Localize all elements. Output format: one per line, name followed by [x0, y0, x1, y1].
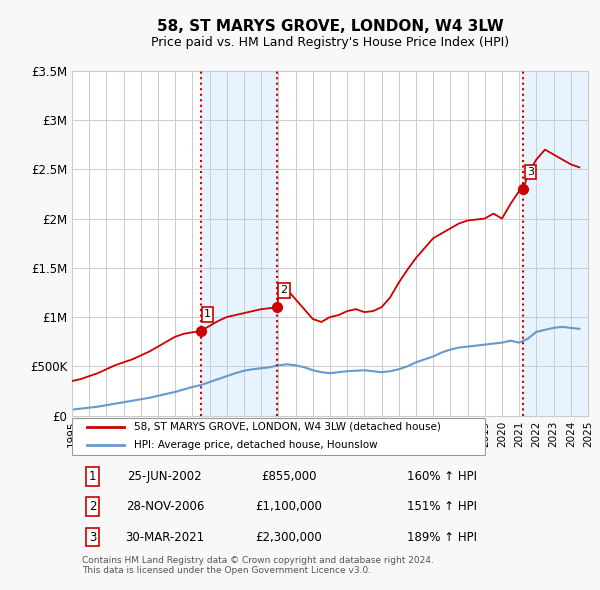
Bar: [201, 71, 277, 415]
Text: 189% ↑ HPI: 189% ↑ HPI: [407, 530, 478, 543]
Text: 25-JUN-2002: 25-JUN-2002: [128, 470, 202, 483]
Text: 3: 3: [527, 167, 534, 177]
Text: 58, ST MARYS GROVE, LONDON, W4 3LW: 58, ST MARYS GROVE, LONDON, W4 3LW: [157, 19, 503, 34]
Bar: [523, 71, 588, 415]
Text: 160% ↑ HPI: 160% ↑ HPI: [407, 470, 478, 483]
FancyBboxPatch shape: [72, 418, 485, 455]
Text: 2: 2: [280, 286, 287, 296]
Text: £2,300,000: £2,300,000: [256, 530, 322, 543]
Text: 3: 3: [89, 530, 97, 543]
Text: £855,000: £855,000: [261, 470, 316, 483]
Text: 151% ↑ HPI: 151% ↑ HPI: [407, 500, 478, 513]
Text: 28-NOV-2006: 28-NOV-2006: [125, 500, 204, 513]
Text: Price paid vs. HM Land Registry's House Price Index (HPI): Price paid vs. HM Land Registry's House …: [151, 36, 509, 49]
Text: HPI: Average price, detached house, Hounslow: HPI: Average price, detached house, Houn…: [134, 440, 377, 450]
Text: 58, ST MARYS GROVE, LONDON, W4 3LW (detached house): 58, ST MARYS GROVE, LONDON, W4 3LW (deta…: [134, 422, 441, 432]
Text: 30-MAR-2021: 30-MAR-2021: [125, 530, 205, 543]
Text: Contains HM Land Registry data © Crown copyright and database right 2024.
This d: Contains HM Land Registry data © Crown c…: [82, 556, 434, 575]
Text: 1: 1: [204, 310, 211, 320]
Text: 1: 1: [89, 470, 97, 483]
Text: 2: 2: [89, 500, 97, 513]
Text: £1,100,000: £1,100,000: [255, 500, 322, 513]
